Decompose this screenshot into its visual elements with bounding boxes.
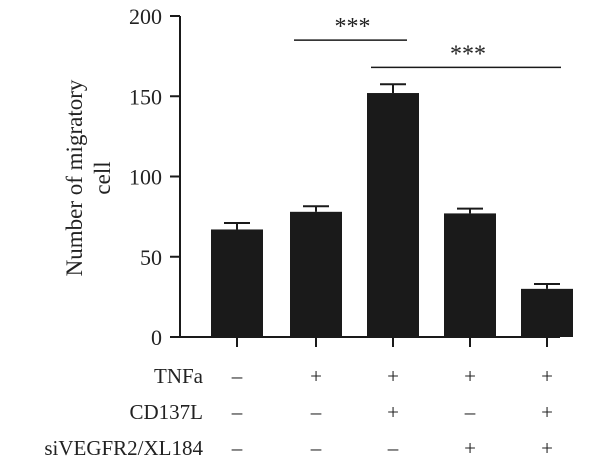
condition-mark: + — [541, 400, 553, 424]
significance-brackets: *** *** — [294, 14, 561, 69]
y-tick-label: 200 — [129, 4, 162, 29]
condition-mark: – — [310, 400, 322, 424]
condition-mark: + — [464, 436, 476, 460]
significance-label: *** — [450, 41, 486, 67]
bar — [211, 229, 263, 337]
bar — [290, 211, 342, 337]
condition-mark: + — [387, 400, 399, 424]
condition-mark: + — [464, 364, 476, 388]
y-tick-label: 50 — [140, 245, 162, 270]
bar — [367, 93, 419, 337]
condition-mark: – — [387, 436, 399, 460]
condition-mark: – — [464, 400, 476, 424]
condition-mark: + — [387, 364, 399, 388]
y-axis-title-line2: cell — [90, 161, 115, 194]
condition-mark: – — [310, 436, 322, 460]
y-tick-label: 0 — [151, 325, 162, 350]
condition-label: CD137L — [130, 400, 204, 424]
condition-label: siVEGFR2/XL184 — [44, 436, 203, 460]
significance-label: *** — [335, 14, 371, 40]
condition-mark: + — [310, 364, 322, 388]
condition-mark: + — [541, 436, 553, 460]
condition-mark: – — [231, 364, 243, 388]
y-axis-title-line1: Number of migratory — [62, 79, 87, 276]
y-tick-label: 100 — [129, 165, 162, 190]
condition-mark: + — [541, 364, 553, 388]
bar — [444, 213, 496, 337]
condition-mark: – — [231, 436, 243, 460]
y-tick-label: 150 — [129, 84, 162, 109]
condition-label: TNFa — [154, 364, 204, 388]
condition-table: TNFa – + + + + CD137L – – + – + siVEGFR2/XL184 – – – + + — [44, 364, 553, 460]
bars — [211, 83, 573, 337]
bar — [521, 288, 573, 337]
condition-mark: – — [231, 400, 243, 424]
